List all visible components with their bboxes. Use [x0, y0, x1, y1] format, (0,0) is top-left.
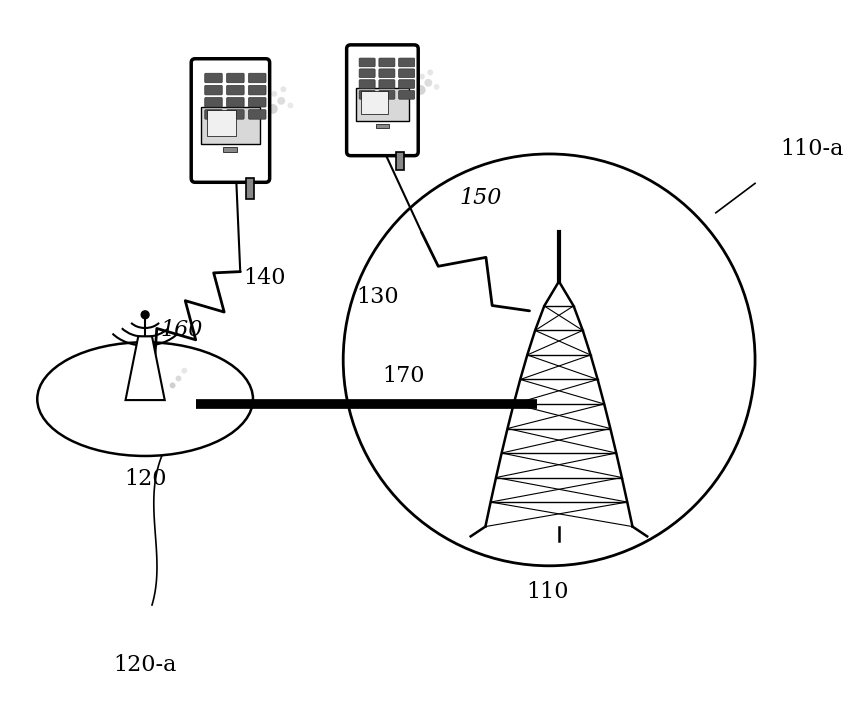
Bar	[361, 91, 387, 115]
FancyBboxPatch shape	[205, 98, 222, 107]
FancyBboxPatch shape	[398, 80, 415, 88]
Circle shape	[433, 84, 439, 90]
Circle shape	[176, 375, 181, 382]
Text: 150: 150	[459, 187, 501, 209]
Circle shape	[141, 311, 149, 319]
FancyBboxPatch shape	[205, 110, 222, 119]
FancyBboxPatch shape	[359, 58, 374, 66]
FancyBboxPatch shape	[379, 69, 394, 78]
FancyBboxPatch shape	[226, 74, 244, 83]
FancyBboxPatch shape	[398, 58, 415, 66]
FancyBboxPatch shape	[359, 90, 374, 99]
Bar	[246, 178, 254, 199]
Bar	[375, 124, 388, 128]
FancyBboxPatch shape	[398, 69, 415, 78]
Circle shape	[277, 97, 285, 105]
FancyBboxPatch shape	[379, 80, 394, 88]
FancyBboxPatch shape	[398, 90, 415, 99]
Polygon shape	[125, 337, 165, 400]
Circle shape	[287, 103, 293, 108]
Text: 160: 160	[160, 320, 202, 341]
FancyBboxPatch shape	[346, 45, 418, 156]
Text: 140: 140	[243, 267, 286, 288]
Bar	[355, 88, 409, 121]
Text: 120-a: 120-a	[113, 654, 177, 676]
Circle shape	[424, 79, 432, 87]
Bar	[396, 152, 403, 170]
FancyBboxPatch shape	[248, 110, 265, 119]
Text: 130: 130	[356, 286, 398, 308]
Circle shape	[170, 382, 176, 388]
Circle shape	[268, 104, 277, 114]
FancyBboxPatch shape	[248, 74, 265, 83]
Circle shape	[280, 86, 286, 92]
FancyBboxPatch shape	[359, 80, 374, 88]
Text: 120: 120	[124, 468, 166, 490]
Circle shape	[271, 91, 277, 97]
Bar	[206, 110, 236, 136]
FancyBboxPatch shape	[191, 59, 270, 182]
Circle shape	[181, 368, 187, 373]
Bar	[200, 107, 260, 144]
FancyBboxPatch shape	[248, 98, 265, 107]
FancyBboxPatch shape	[226, 110, 244, 119]
FancyBboxPatch shape	[379, 58, 394, 66]
Circle shape	[415, 85, 425, 95]
FancyBboxPatch shape	[205, 86, 222, 95]
Circle shape	[426, 69, 432, 76]
FancyBboxPatch shape	[226, 86, 244, 95]
FancyBboxPatch shape	[359, 69, 374, 78]
Text: 110: 110	[525, 580, 568, 602]
Text: 110-a: 110-a	[780, 138, 843, 160]
Text: 170: 170	[382, 366, 425, 387]
FancyBboxPatch shape	[226, 98, 244, 107]
Bar	[223, 147, 237, 152]
FancyBboxPatch shape	[205, 74, 222, 83]
Circle shape	[419, 74, 425, 79]
FancyBboxPatch shape	[379, 90, 394, 99]
FancyBboxPatch shape	[248, 86, 265, 95]
